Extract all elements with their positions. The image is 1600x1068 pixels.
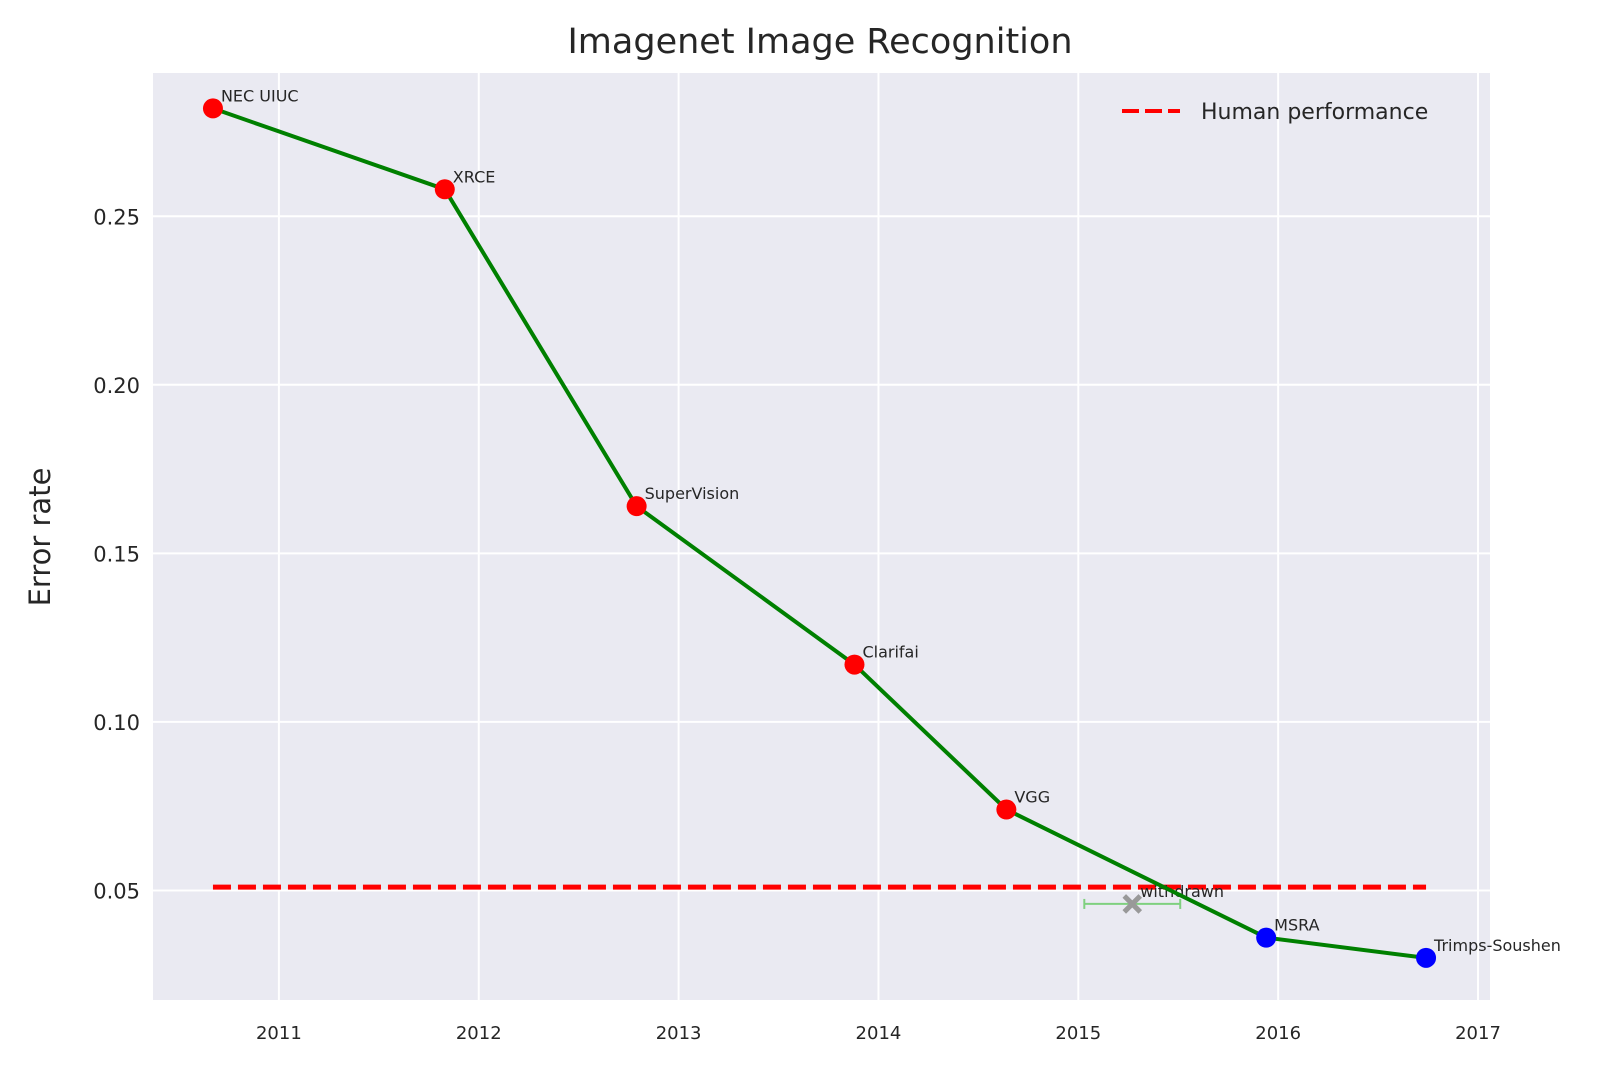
x-tick-label: 2017 bbox=[1455, 1023, 1501, 1044]
x-tick-label: 2016 bbox=[1255, 1023, 1301, 1044]
data-point-label: Clarifai bbox=[862, 643, 918, 662]
withdrawn-marker bbox=[1122, 894, 1143, 914]
point-annotations: NEC UIUC XRCE SuperVision Clarifai VGG MSRA Tr… bbox=[221, 86, 1561, 954]
chart-title: Imagenet Image Recognition bbox=[567, 22, 1072, 62]
y-axis-tick-labels: 0.05 0.10 0.15 0.20 0.25 bbox=[93, 205, 140, 903]
x-tick-label: 2015 bbox=[1055, 1023, 1101, 1044]
legend-label-human-performance: Human performance bbox=[1201, 100, 1428, 125]
data-point-label: Trimps-Soushen bbox=[1433, 936, 1561, 955]
data-point-label: NEC UIUC bbox=[221, 86, 299, 105]
series-points bbox=[202, 98, 1437, 968]
x-tick-label: 2014 bbox=[856, 1023, 902, 1044]
x-tick-label: 2011 bbox=[256, 1023, 302, 1044]
data-point bbox=[996, 799, 1017, 820]
data-point-label: MSRA bbox=[1274, 916, 1319, 935]
data-point bbox=[1256, 927, 1277, 948]
data-point-label: XRCE bbox=[453, 167, 496, 186]
data-point bbox=[626, 496, 647, 517]
y-axis-label: Error rate bbox=[23, 468, 57, 607]
x-axis-tick-labels: 2011 2012 2013 2014 2015 2016 2017 bbox=[256, 1023, 1501, 1044]
data-point bbox=[434, 179, 455, 200]
x-tick-label: 2013 bbox=[656, 1023, 702, 1044]
y-tick-label: 0.15 bbox=[93, 542, 140, 566]
data-point bbox=[844, 654, 865, 675]
y-tick-label: 0.10 bbox=[93, 711, 140, 735]
data-point-label: VGG bbox=[1014, 788, 1050, 807]
data-point bbox=[202, 98, 223, 119]
withdrawn-entry: withdrawn bbox=[1083, 882, 1224, 914]
y-tick-label: 0.20 bbox=[93, 374, 140, 398]
legend: Human performance bbox=[1122, 100, 1428, 125]
y-tick-label: 0.05 bbox=[93, 879, 140, 903]
x-tick-label: 2012 bbox=[456, 1023, 502, 1044]
data-point bbox=[1416, 947, 1437, 968]
plot-area bbox=[153, 73, 1490, 1000]
y-tick-label: 0.25 bbox=[93, 205, 140, 229]
data-point-label: SuperVision bbox=[645, 484, 740, 503]
